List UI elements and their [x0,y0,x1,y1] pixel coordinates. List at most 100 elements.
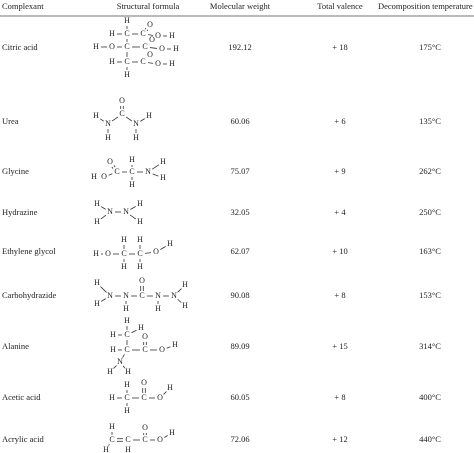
bond [101,298,106,302]
atom: H [110,330,116,339]
atom: O [157,393,163,402]
bond [177,288,182,293]
bond [164,435,168,438]
atom: C [114,167,119,176]
atom: H [124,316,130,325]
bond [144,27,147,30]
atom: N [105,119,111,128]
atom: H [133,133,139,142]
atom: H [129,180,135,189]
atom: H [105,133,111,142]
atom: H [125,367,131,376]
atom: H [124,406,130,415]
atom: H [167,239,173,248]
atom: N [155,291,161,300]
atom: O [109,42,115,51]
atom: C [125,435,130,444]
header-cell: Decomposition temperature [378,1,473,11]
total-valence: + 8 [334,290,345,300]
bond [125,116,133,122]
atom: O [142,423,148,432]
atom: H [93,249,99,258]
bond [140,118,145,122]
atom: N [117,357,123,366]
bond [147,34,154,36]
atom: H [124,16,130,25]
atom: N [123,291,129,300]
atom: C [124,29,129,38]
atom: O [153,247,159,256]
atom: H [137,217,143,226]
bond [100,214,107,220]
bond [131,329,137,334]
decomposition-temperature: 262°C [419,166,441,176]
bond [163,391,167,395]
atom: C [139,291,144,300]
header-cell: Structural formula [117,1,180,11]
atom: H [173,44,179,53]
table-body: Citric acid 192.12 + 18 175°CHH C COO HH O C COO H… [2,16,441,453]
atom: H [125,445,131,453]
decomposition-temperature: 440°C [419,434,441,444]
atom: O [105,249,111,258]
total-valence: + 4 [334,207,346,217]
bond [147,62,154,64]
atom: O [101,172,107,181]
bond [99,118,105,122]
atom: N [171,291,177,300]
atom: C [142,435,147,444]
complexant: Citric acid [2,42,38,52]
atom: C [129,167,134,176]
atom: H [103,445,109,453]
atom: H [124,70,130,79]
atom: H [146,111,152,120]
complexant: Carbohydrazide [2,290,57,300]
complexant: Hydrazine [2,207,38,217]
header-cell: Total valence [317,1,363,11]
molecular-weight: 90.08 [230,290,249,300]
complexant: Acrylic acid [2,434,45,444]
atom: O [107,157,113,166]
bond [122,365,126,369]
bond [108,173,113,176]
atom: H [94,299,100,308]
atom: H [138,323,144,332]
atom: N [145,167,151,176]
atom: C [124,42,129,51]
atom: O [155,59,161,68]
atom: C [142,345,147,354]
atom: O [141,378,147,387]
atom: O [155,31,161,40]
atom: H [94,199,100,208]
bond [108,444,110,446]
complexant: Glycine [2,166,29,176]
total-valence: + 8 [334,392,345,402]
atom: O [159,345,165,354]
atom: C [124,345,129,354]
atom: O [147,50,153,59]
decomposition-temperature: 314°C [419,341,441,351]
bond [177,299,182,303]
atom: C [124,393,129,402]
atom: H [110,345,116,354]
atom: H [169,428,175,437]
total-valence: + 9 [334,166,345,176]
atom: O [142,332,148,341]
atom: H [93,111,99,120]
atom: C [119,109,124,118]
atom: H [94,278,100,287]
bond [101,206,106,210]
atom: H [93,42,99,51]
bond [111,116,119,122]
molecular-weight: 62.07 [230,246,249,256]
total-valence: + 10 [332,246,347,256]
atom: H [137,199,143,208]
header-cell: Molecular weight [210,1,271,11]
atom: O [159,44,165,53]
bond [146,29,149,32]
atom: N [123,207,129,216]
atom: H [91,172,97,181]
molecular-weight: 192.12 [228,42,251,52]
